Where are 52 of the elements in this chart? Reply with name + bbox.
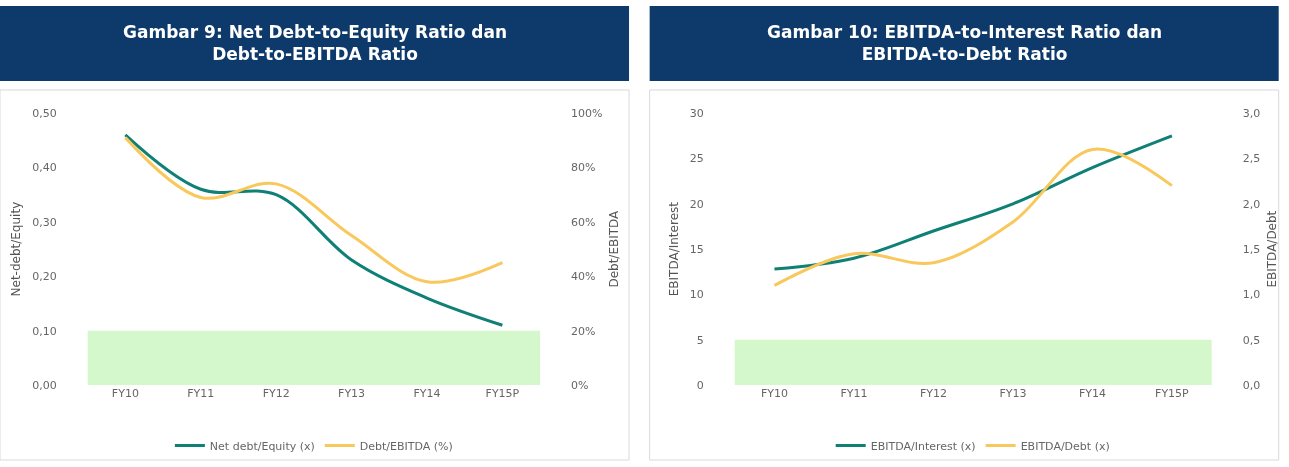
x-tick-label: FY11 [840,387,868,401]
y2-tick-label: 0,5 [1242,333,1261,347]
y-tick-label: 10 [689,288,704,302]
y2-tick-label: 40% [571,270,596,284]
x-tick-label: FY10 [760,387,788,401]
y-tick-label: 5 [696,333,704,347]
y2-tick-label: 0% [571,378,589,392]
y-tick-label: 0,10 [32,324,57,338]
y2-axis-title: EBITDA/Debt [1265,210,1280,288]
y-tick-label: 0,00 [32,378,57,392]
y-axis-title: Net-debt/Equity [9,201,24,297]
y-tick-label: 20 [689,197,704,211]
x-tick-label: FY14 [413,387,441,401]
y2-tick-label: 60% [571,215,596,229]
y-tick-label: 0 [696,378,704,392]
x-tick-label: FY12 [262,387,290,401]
y2-tick-label: 20% [571,324,596,338]
line-series [772,134,1174,271]
y-tick-label: 15 [689,242,704,256]
y2-tick-label: 1,5 [1242,242,1261,256]
legend-label: EBITDA/Interest (x) [870,439,976,453]
y-axis-title: EBITDA/Interest [667,201,682,297]
y2-tick-label: 0,0 [1242,378,1261,392]
x-tick-label: FY12 [919,387,947,401]
y2-axis-title: Debt/EBITDA [607,209,622,288]
x-tick-label: FY13 [999,387,1027,401]
legend-label: EBITDA/Debt (x) [1020,439,1110,453]
y2-tick-label: 3,0 [1242,106,1261,120]
y2-tick-label: 2,5 [1242,152,1261,166]
y2-tick-label: 1,0 [1242,288,1261,302]
chart-title: Gambar 9: Net Debt-to-Equity Ratio dan Debt-to-EBITDA Ratio [123,22,507,65]
y-tick-label: 30 [689,106,704,120]
x-tick-label: FY11 [187,387,215,401]
x-tick-label: FY13 [338,387,366,401]
x-tick-label: FY14 [1078,387,1106,401]
x-tick-label: FY10 [111,387,139,401]
y-tick-label: 25 [689,152,704,166]
y-tick-label: 0,50 [32,106,57,120]
line-series [123,136,504,284]
y2-tick-label: 100% [571,106,603,120]
legend-label: Net debt/Equity (x) [209,439,315,453]
line-series [123,133,504,327]
x-tick-label: FY15P [1155,387,1190,401]
y2-tick-label: 80% [571,161,596,175]
y-tick-label: 0,30 [32,215,57,229]
y2-tick-label: 2,0 [1242,197,1261,211]
x-tick-label: FY15P [485,387,520,401]
y-tick-label: 0,20 [32,270,57,284]
chart-title: Gambar 10: EBITDA-to-Interest Ratio dan EBITDA-to-Debt Ratio [767,22,1163,65]
legend-label: Debt/EBITDA (%) [359,439,453,453]
y-tick-label: 0,40 [32,161,57,175]
line-series [772,147,1174,287]
